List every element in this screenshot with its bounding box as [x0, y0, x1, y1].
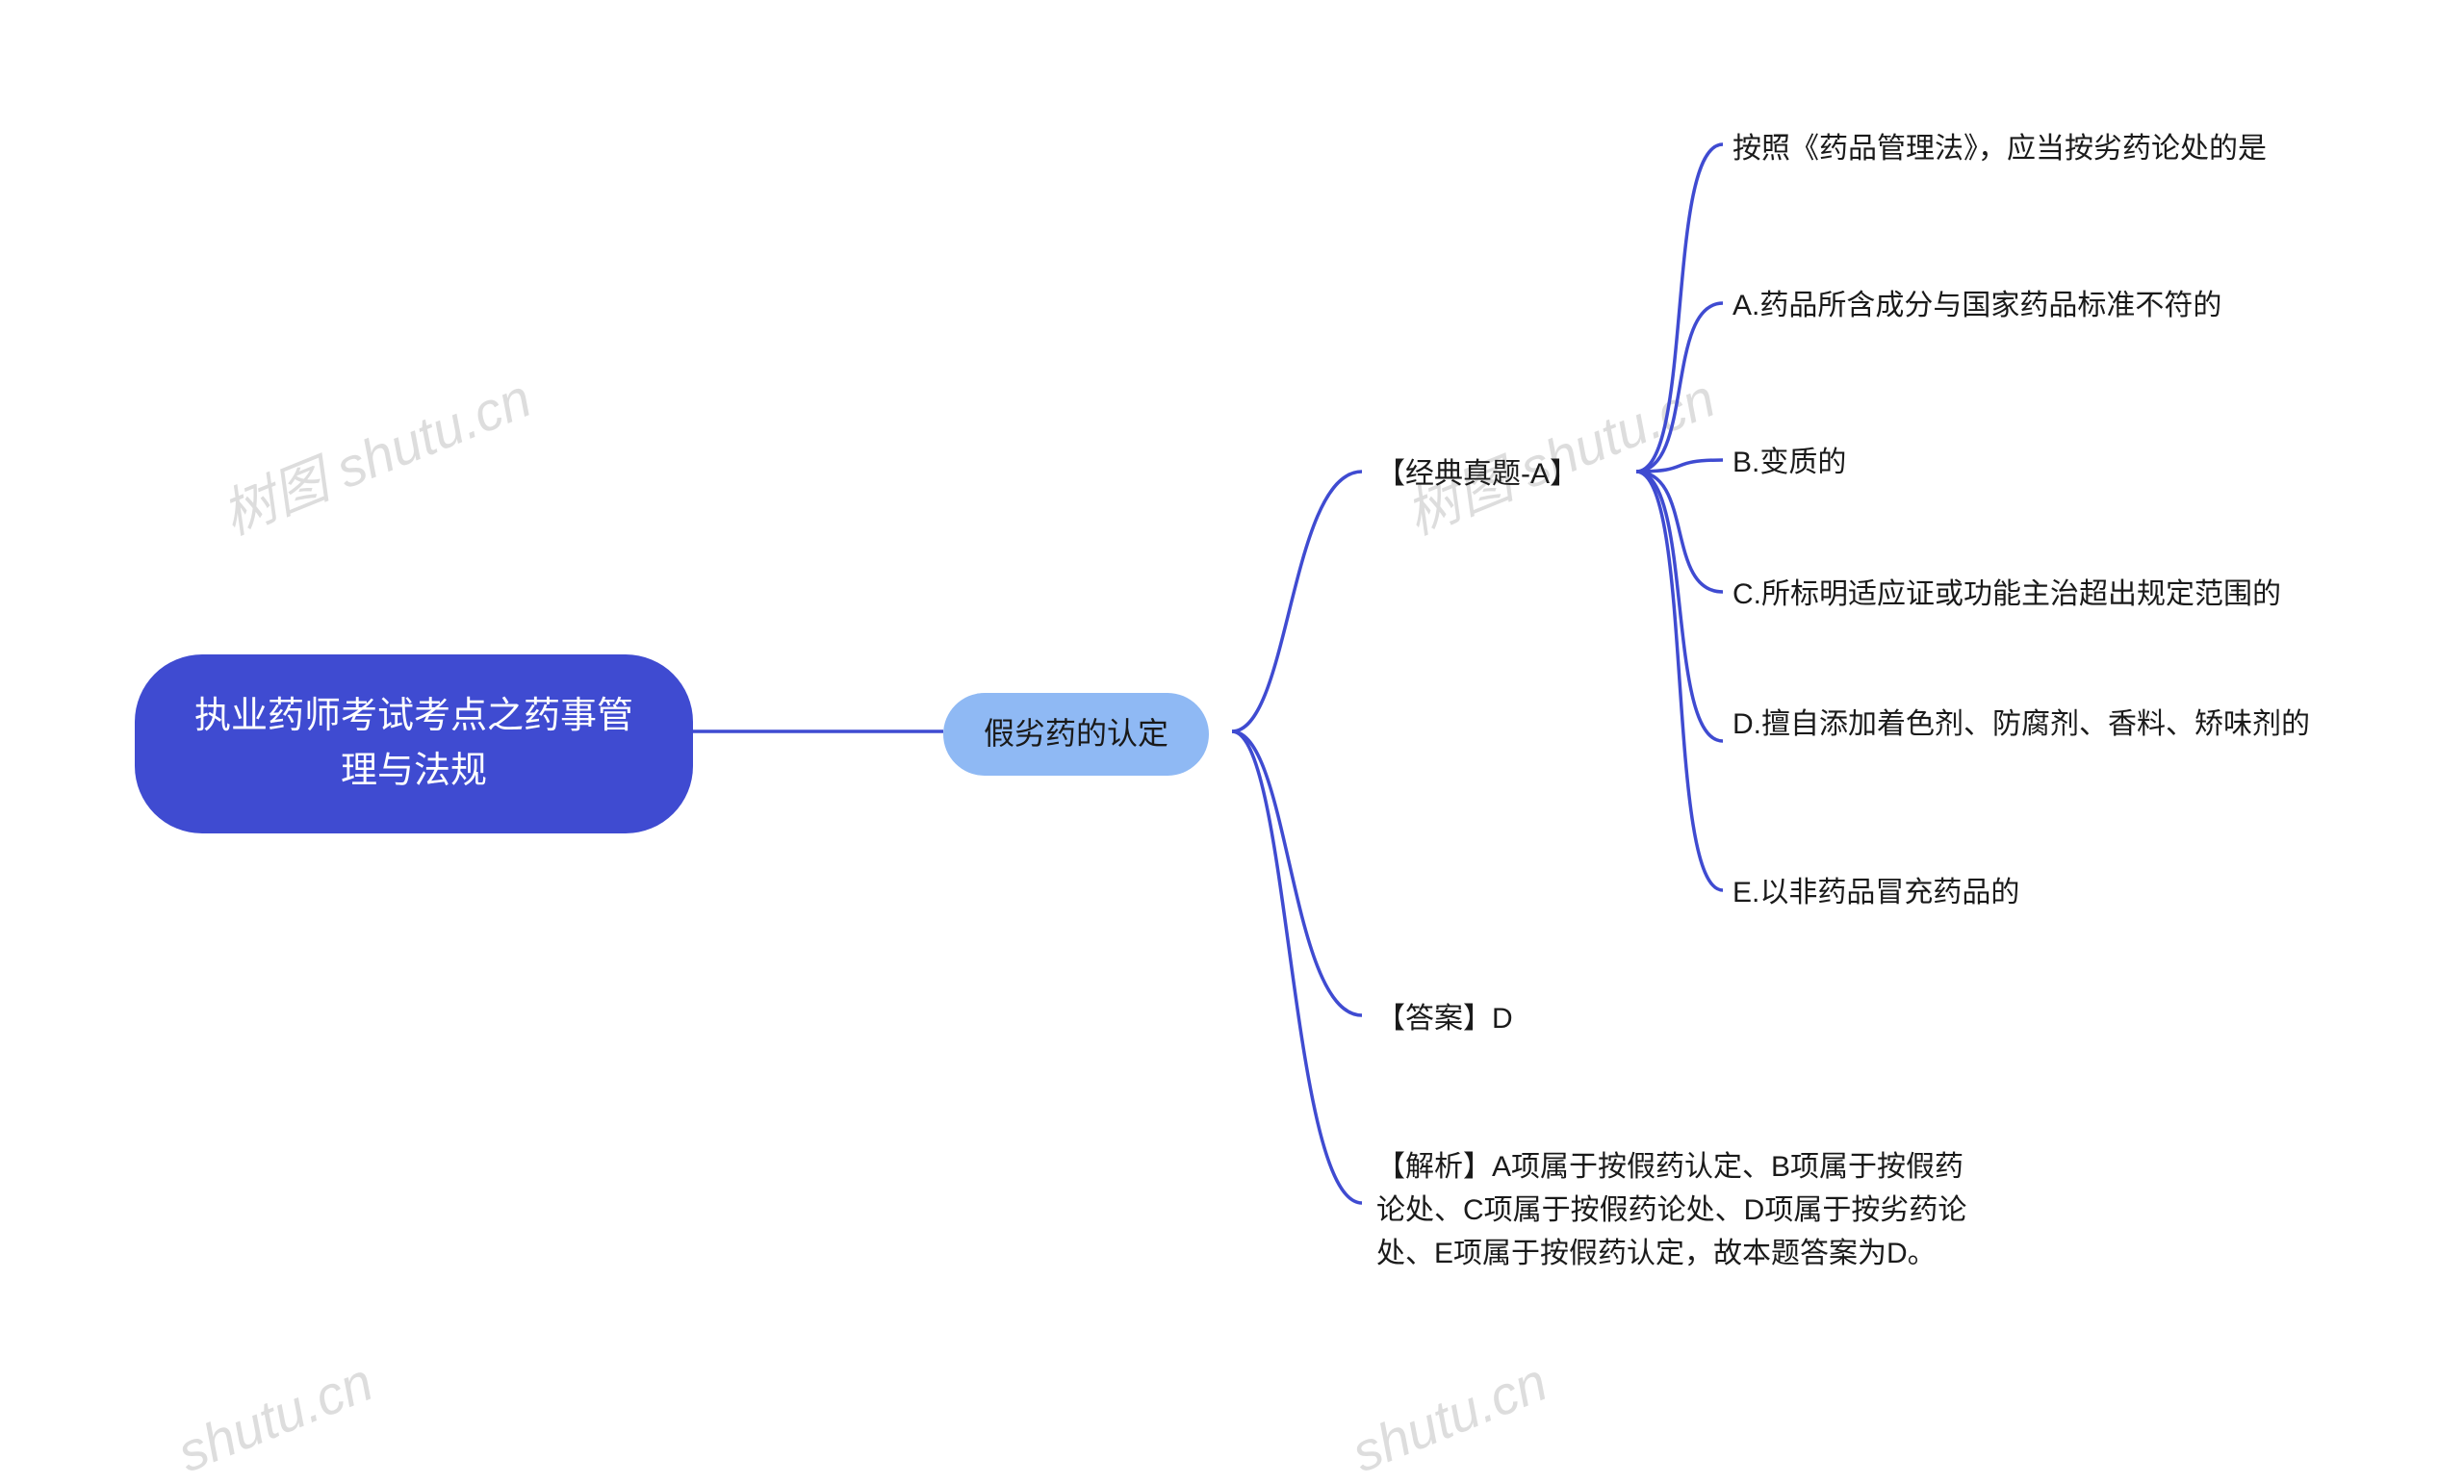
- level3-node-prompt: 按照《药品管理法》，应当按劣药论处的是: [1732, 127, 2267, 170]
- level3-node-option-e: E.以非药品冒充药品的: [1732, 871, 2019, 914]
- level3-node-option-a: A.药品所含成分与国家药品标准不符的: [1732, 284, 2221, 327]
- level2-node-explanation: 【解析】A项属于按假药认定、B项属于按假药论处、C项属于按假药论处、D项属于按劣…: [1376, 1145, 1983, 1275]
- level2-node-answer: 【答案】D: [1376, 997, 1513, 1040]
- root-node: 执业药师考试考点之药事管理与法规: [135, 654, 693, 833]
- watermark: shutu.cn: [1344, 1350, 1556, 1484]
- watermark: shutu.cn: [169, 1350, 382, 1484]
- level3-node-option-d: D.擅自添加着色剂、防腐剂、香料、矫味剂的: [1732, 703, 2310, 746]
- watermark: 树图 shutu.cn: [209, 355, 541, 550]
- level3-node-option-c: C.所标明适应证或功能主治超出规定范围的: [1732, 573, 2281, 616]
- level2-node-question: 【经典真题-A】: [1376, 452, 1578, 496]
- level3-node-option-b: B.变质的: [1732, 441, 1846, 484]
- level1-node: 假劣药的认定: [943, 693, 1209, 776]
